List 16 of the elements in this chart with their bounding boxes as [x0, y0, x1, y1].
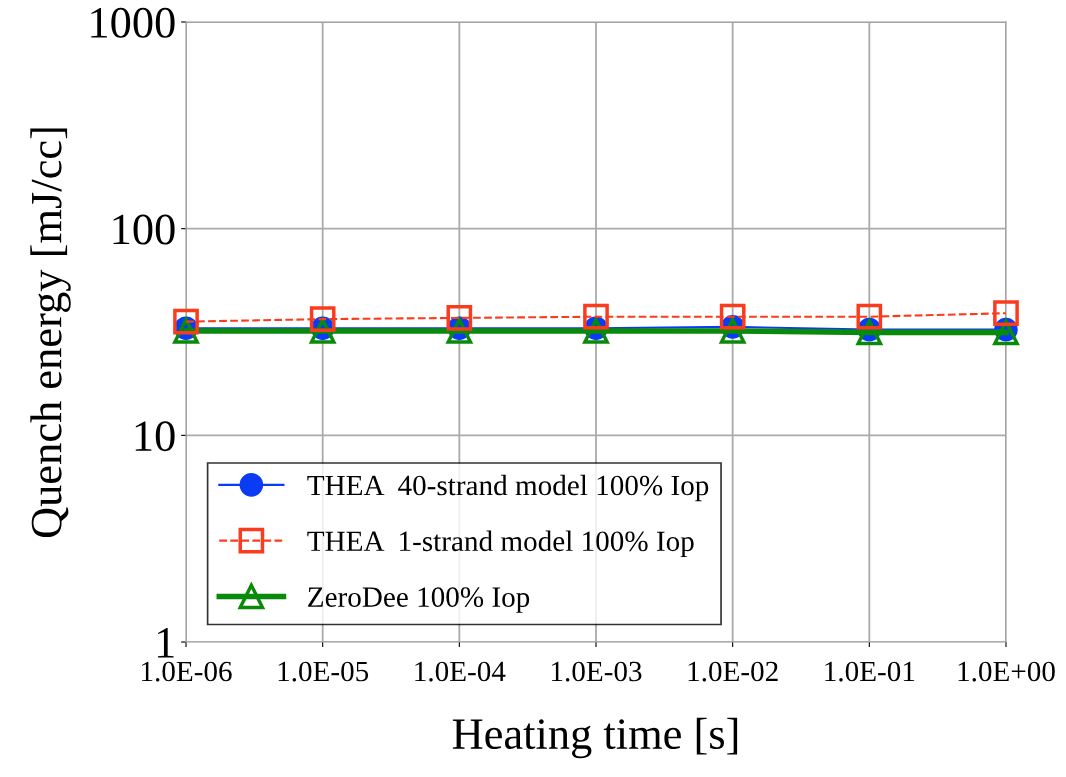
- x-tick-label: 1.0E-04: [415, 661, 506, 682]
- x-tick-label: 1.0E-06: [142, 661, 232, 682]
- legend-label: THEA 1-strand model 100% Iop: [307, 530, 694, 558]
- x-tick-label: 1.0E-02: [688, 661, 778, 682]
- x-tick-label: 1.0E+00: [958, 661, 1055, 682]
- y-tick-label: 1000: [91, 7, 175, 38]
- x-tick-label: 1.0E-03: [551, 661, 642, 682]
- x-tick-label: 1.0E-01: [825, 661, 915, 682]
- x-axis-title: Heating time [s]: [452, 717, 738, 759]
- y-axis-title: Quench energy [mJ/cc]: [30, 128, 71, 538]
- legend-label: THEA 40-strand model 100% Iop: [307, 474, 709, 502]
- y-tick-label: 100: [113, 214, 175, 245]
- y-tick-label: 1: [157, 628, 174, 658]
- legend-label: ZeroDee 100% Iop: [308, 587, 530, 613]
- y-tick-label: 10: [135, 421, 175, 452]
- x-tick-label: 1.0E-05: [278, 661, 369, 682]
